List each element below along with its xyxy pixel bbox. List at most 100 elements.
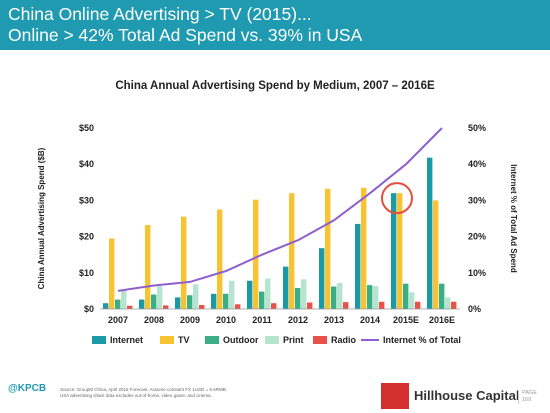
bar-internet-2015e [391,193,397,309]
header-bar: China Online Advertising > TV (2015)... … [0,0,550,50]
bar-internet-2016e [427,157,433,309]
bar-print-2015e [409,292,415,309]
legend-label-line: Internet % of Total [383,335,461,345]
x-tick-label: 2015E [393,315,419,325]
legend-label-outdoor: Outdoor [223,335,259,345]
bar-outdoor-2010 [223,293,229,309]
y2-tick-label: 10% [468,268,486,278]
x-tick-label: 2011 [252,315,272,325]
bar-print-2010 [229,280,235,309]
bar-tv-2015e [397,193,403,309]
bar-tv-2013 [325,188,331,309]
bar-print-2007 [121,290,127,309]
bar-print-2016e [445,297,451,309]
hillhouse-logo [381,383,409,409]
y2-tick-label: 0% [468,304,481,314]
bar-radio-2014 [379,301,385,309]
x-tick-label: 2008 [144,315,164,325]
title-line-2: Online > 42% Total Ad Spend vs. 39% in U… [8,25,363,45]
bar-radio-2010 [235,304,241,309]
y-tick-label: $0 [84,304,94,314]
internet-share-line [117,127,443,292]
bar-tv-2008 [145,225,151,309]
y2-tick-label: 30% [468,195,486,205]
bar-radio-2009 [199,305,205,309]
bar-outdoor-2015e [403,283,409,309]
bar-internet-2013 [319,248,325,309]
page-number-value: 169 [522,397,532,403]
legend-swatch-tv [160,336,174,344]
kpcb-handle: @KPCB [8,383,47,394]
bar-outdoor-2016e [439,283,445,309]
source-line-1: Source: GroupM China, April 2016 Forecas… [60,387,227,392]
bar-print-2013 [337,282,343,309]
bar-tv-2009 [181,216,187,309]
y2-axis-label: Internet % of Total Ad Spend [509,164,518,273]
bar-internet-2008 [139,299,145,309]
y2-tick-label: 50% [468,123,486,133]
y2-tick-label: 40% [468,159,486,169]
bar-internet-2009 [175,297,181,309]
bar-internet-2012 [283,266,289,309]
y2-tick-label: 20% [468,232,486,242]
source-line-2: USA advertising share data excludes out-… [60,392,212,398]
bar-tv-2007 [109,238,115,309]
bar-radio-2008 [163,305,169,309]
legend-label-internet: Internet [110,335,143,345]
bar-radio-2015e [415,301,421,309]
y-tick-label: $20 [79,232,94,242]
bar-tv-2016e [433,200,439,309]
bar-radio-2012 [307,302,313,309]
bar-tv-2012 [289,193,295,309]
x-tick-label: 2012 [288,315,308,325]
source-note: Source: GroupM China, April 2016 Forecas… [60,387,320,398]
bar-radio-2011 [271,303,277,309]
legend-swatch-internet [92,336,106,344]
bar-print-2012 [301,279,307,309]
bar-internet-2011 [247,280,253,309]
bar-outdoor-2014 [367,285,373,309]
page-number: PAGE 169 [518,390,537,404]
bar-radio-2007 [127,305,133,309]
bar-print-2014 [373,286,379,309]
bar-radio-2016e [451,301,457,309]
y-axis-label: China Annual Advertising Spend ($B) [37,147,46,289]
page-word: PAGE [522,390,537,396]
legend-label-tv: TV [178,335,190,345]
bar-internet-2014 [355,223,361,309]
bar-outdoor-2007 [115,299,121,309]
y-tick-label: $10 [79,268,94,278]
legend-label-radio: Radio [331,335,357,345]
bar-print-2009 [193,284,199,309]
bar-outdoor-2013 [331,286,337,309]
title-line-1: China Online Advertising > TV (2015)... [8,4,312,24]
x-tick-label: 2010 [216,315,236,325]
page-title: China Online Advertising > TV (2015)... … [8,4,362,46]
bar-tv-2014 [361,187,367,309]
bar-tv-2010 [217,209,223,309]
highlight-circle [381,182,413,215]
x-tick-label: 2009 [180,315,200,325]
y-tick-label: $50 [79,123,94,133]
legend-swatch-print [265,336,279,344]
bar-print-2011 [265,278,271,309]
bar-internet-2007 [103,303,109,309]
bar-internet-2010 [211,293,217,309]
bar-outdoor-2012 [295,288,301,309]
bar-outdoor-2011 [259,291,265,309]
y-tick-label: $40 [79,159,94,169]
x-tick-label: 2007 [108,315,128,325]
x-tick-label: 2016E [429,315,455,325]
hillhouse-name: Hillhouse Capital [414,388,520,403]
bar-radio-2013 [343,302,349,309]
chart-title: China Annual Advertising Spend by Medium… [115,80,435,92]
x-tick-label: 2013 [324,315,344,325]
bar-outdoor-2008 [151,294,157,309]
legend-label-print: Print [283,335,304,345]
bar-print-2008 [157,286,163,309]
y-tick-label: $30 [79,195,94,205]
legend-swatch-outdoor [205,336,219,344]
bar-tv-2011 [253,199,259,309]
bar-outdoor-2009 [187,295,193,309]
